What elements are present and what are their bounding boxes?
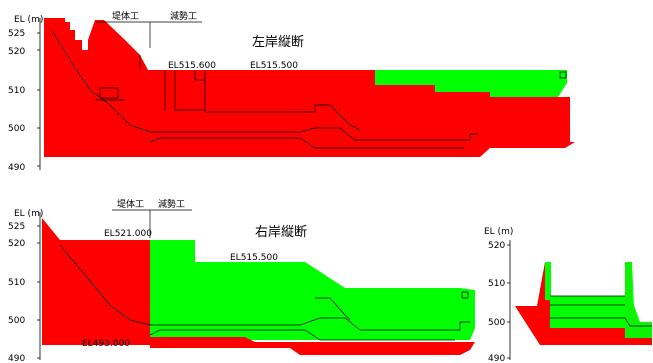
- lower-tick-500: 500: [8, 316, 25, 326]
- cross-green-left-wall: [545, 262, 551, 300]
- lower-title: 右岸縦断: [255, 225, 307, 240]
- upper-tick-520: 520: [8, 47, 25, 57]
- cross-green-center: [550, 296, 625, 328]
- upper-tick-525: 525: [8, 29, 25, 39]
- cross-tick-490: 490: [488, 354, 505, 363]
- lower-el-515-5: EL515.500: [230, 253, 278, 263]
- upper-title: 左岸縦断: [252, 35, 304, 50]
- upper-red-body: [44, 18, 575, 157]
- upper-label-gensei: 減勢工: [170, 10, 197, 22]
- upper-tick-500: 500: [8, 124, 25, 134]
- lower-el-493: EL493.000: [82, 339, 130, 349]
- upper-axis-unit: EL (m): [14, 15, 43, 25]
- cross-green-right-wall: [625, 262, 652, 338]
- upper-el-515-6: EL515.600: [168, 61, 216, 71]
- cross-red-bottom: [550, 328, 625, 345]
- cross-section: EL (m) 520 510 500 490: [484, 227, 652, 363]
- cross-tick-510: 510: [488, 279, 505, 289]
- lower-tick-525: 525: [8, 222, 25, 232]
- lower-el-521: EL521.000: [104, 229, 152, 239]
- lower-label-gensei: 減勢工: [158, 198, 185, 210]
- upper-tick-490: 490: [8, 163, 25, 173]
- lower-green-body: [150, 240, 475, 340]
- upper-section: EL (m) 525 520 510 500 490 堤体工 減勢工 左岸縦断 …: [8, 10, 575, 173]
- lower-label-teitai: 堤体工: [117, 198, 144, 210]
- lower-axis-unit: EL (m): [14, 209, 43, 219]
- lower-red-body: [42, 218, 150, 345]
- lower-red-bottom: [150, 337, 475, 355]
- upper-label-teitai: 堤体工: [112, 10, 139, 22]
- upper-tick-510: 510: [8, 86, 25, 96]
- cross-tick-500: 500: [488, 318, 505, 328]
- upper-el-515-5: EL515.500: [250, 61, 298, 71]
- cross-red-left: [515, 262, 550, 345]
- lower-tick-510: 510: [8, 278, 25, 288]
- lower-section: EL (m) 525 520 510 500 490 堤体工 減勢工 右岸縦断 …: [8, 198, 475, 363]
- upper-green-body: [375, 70, 567, 97]
- lower-tick-490: 490: [8, 354, 25, 363]
- cross-axis-unit: EL (m): [484, 227, 513, 237]
- cross-tick-520: 520: [488, 241, 505, 251]
- lower-tick-520: 520: [8, 239, 25, 249]
